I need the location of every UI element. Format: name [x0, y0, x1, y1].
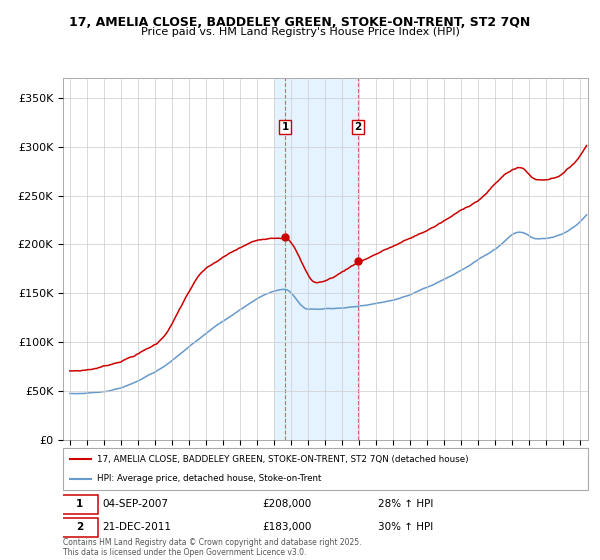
Text: 04-SEP-2007: 04-SEP-2007	[103, 499, 169, 509]
Text: Price paid vs. HM Land Registry's House Price Index (HPI): Price paid vs. HM Land Registry's House …	[140, 27, 460, 37]
Text: 28% ↑ HPI: 28% ↑ HPI	[378, 499, 433, 509]
Text: HPI: Average price, detached house, Stoke-on-Trent: HPI: Average price, detached house, Stok…	[97, 474, 322, 483]
FancyBboxPatch shape	[63, 448, 588, 490]
Text: 17, AMELIA CLOSE, BADDELEY GREEN, STOKE-ON-TRENT, ST2 7QN: 17, AMELIA CLOSE, BADDELEY GREEN, STOKE-…	[70, 16, 530, 29]
FancyBboxPatch shape	[61, 494, 98, 514]
Text: 2: 2	[76, 522, 83, 532]
Text: £183,000: £183,000	[263, 522, 312, 532]
Bar	[274, 78, 359, 440]
Text: 1: 1	[281, 122, 289, 132]
Text: 17, AMELIA CLOSE, BADDELEY GREEN, STOKE-ON-TRENT, ST2 7QN (detached house): 17, AMELIA CLOSE, BADDELEY GREEN, STOKE-…	[97, 455, 469, 464]
Text: 1: 1	[76, 499, 83, 509]
Text: 21-DEC-2011: 21-DEC-2011	[103, 522, 172, 532]
FancyBboxPatch shape	[61, 517, 98, 537]
Text: Contains HM Land Registry data © Crown copyright and database right 2025.
This d: Contains HM Land Registry data © Crown c…	[63, 538, 361, 557]
Text: 30% ↑ HPI: 30% ↑ HPI	[378, 522, 433, 532]
Text: 2: 2	[355, 122, 362, 132]
Text: £208,000: £208,000	[263, 499, 312, 509]
